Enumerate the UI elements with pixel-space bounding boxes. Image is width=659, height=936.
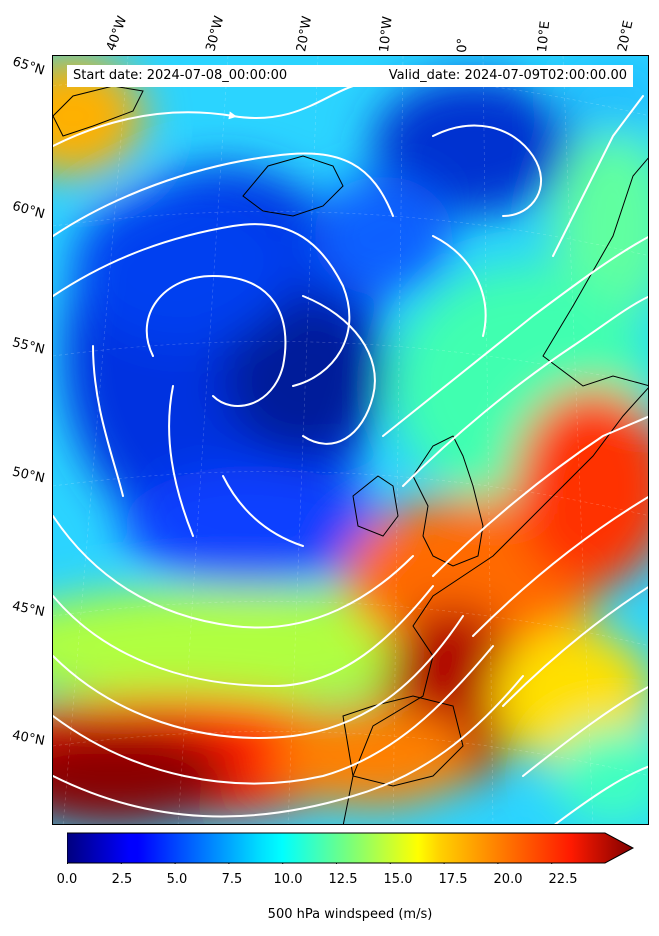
britain-coastline	[412, 435, 484, 567]
scandinavia-coastline	[542, 157, 648, 387]
iceland-coastline	[242, 155, 344, 217]
lon-label-30w: 30°W	[203, 14, 228, 53]
colorbar-bar	[67, 832, 635, 864]
iberia-coastline	[342, 695, 464, 787]
lon-label-10w: 10°W	[377, 15, 396, 54]
ireland-coastline	[352, 475, 399, 537]
lon-label-20e: 20°E	[615, 19, 637, 54]
colorbar-tick-marks	[67, 863, 553, 864]
lat-label-65n: 65°N	[10, 54, 47, 79]
start-date-label: Start date: 2024-07-08_00:00:00	[73, 68, 288, 83]
coastlines	[53, 85, 648, 824]
greenland-coastline	[53, 85, 144, 137]
valid-date-label: Valid_date: 2024-07-09T02:00:00.00	[388, 68, 627, 83]
colorbar-tick: 2.5	[111, 872, 133, 887]
colorbar-tick: 17.5	[438, 872, 468, 887]
colorbar-tick: 5.0	[166, 872, 188, 887]
europe-coastline	[342, 387, 648, 824]
colorbar-label: 500 hPa windspeed (m/s)	[267, 907, 433, 922]
colorbar-tick: 7.5	[221, 872, 243, 887]
colorbar-tick: 15.0	[383, 872, 413, 887]
lat-label-50n: 50°N	[10, 464, 47, 487]
lat-label-55n: 55°N	[10, 335, 47, 358]
lon-label-40w: 40°W	[103, 14, 131, 53]
colorbar-tick: 22.5	[548, 872, 578, 887]
colorbar-tick: 10.0	[273, 872, 303, 887]
colorbar-tick: 20.0	[493, 872, 523, 887]
lat-label-45n: 45°N	[10, 598, 46, 621]
lat-label-60n: 60°N	[10, 198, 47, 223]
colorbar	[67, 832, 635, 864]
header-bar: Start date: 2024-07-08_00:00:00 Valid_da…	[67, 65, 633, 87]
map-panel: Start date: 2024-07-08_00:00:00 Valid_da…	[52, 55, 649, 825]
colorbar-tick: 12.5	[328, 872, 358, 887]
lon-label-20w: 20°W	[294, 15, 316, 54]
lon-label-0: 0°	[455, 37, 471, 53]
streamlines	[53, 85, 648, 824]
colorbar-tick: 0.0	[56, 872, 78, 887]
lat-label-40n: 40°N	[10, 728, 46, 749]
windspeed-map	[53, 56, 648, 824]
windspeed-field	[53, 56, 648, 824]
lon-label-10e: 10°E	[535, 20, 554, 54]
